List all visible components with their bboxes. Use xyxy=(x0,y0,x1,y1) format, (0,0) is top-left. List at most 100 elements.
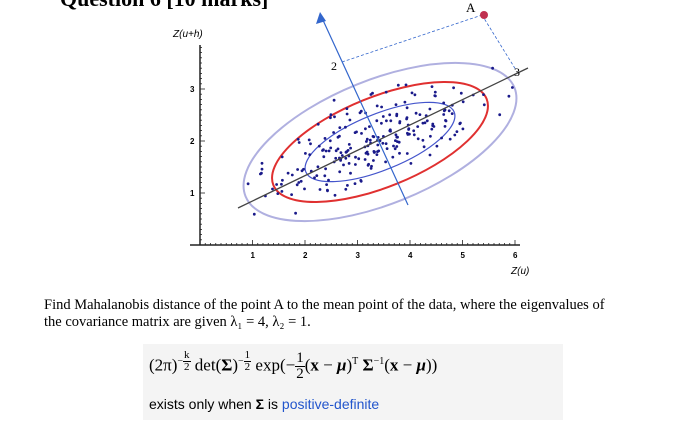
data-point xyxy=(329,116,332,120)
data-point xyxy=(333,193,337,197)
arrowhead xyxy=(316,12,326,24)
data-point xyxy=(369,93,373,96)
data-point xyxy=(296,137,300,141)
data-point xyxy=(328,139,332,143)
data-point xyxy=(395,114,399,118)
data-point xyxy=(409,162,413,165)
axis-label-3: 3 xyxy=(514,65,520,79)
data-point xyxy=(507,94,511,98)
data-point xyxy=(498,113,502,117)
x-tick-label: 3 xyxy=(356,251,361,260)
data-point xyxy=(384,90,388,94)
data-point xyxy=(280,155,284,159)
secondary-axis-arrow xyxy=(321,17,409,206)
data-point xyxy=(353,182,357,186)
data-point xyxy=(307,138,311,142)
data-point xyxy=(380,105,383,109)
data-point xyxy=(444,119,448,123)
data-point xyxy=(260,167,264,171)
data-point xyxy=(290,193,293,197)
data-point xyxy=(339,151,343,155)
data-point xyxy=(357,157,361,161)
data-point xyxy=(316,165,320,169)
data-point xyxy=(412,129,416,133)
data-point xyxy=(367,162,370,166)
data-point xyxy=(394,103,398,106)
data-point xyxy=(333,115,336,119)
data-point xyxy=(396,140,399,144)
data-point xyxy=(322,155,326,159)
data-point xyxy=(297,141,301,144)
data-point xyxy=(259,172,262,176)
data-point xyxy=(332,98,336,102)
note-mid: is xyxy=(267,396,279,412)
data-point xyxy=(491,66,494,70)
data-point xyxy=(407,128,410,131)
data-point xyxy=(340,154,344,157)
data-point xyxy=(326,188,329,192)
data-point xyxy=(375,153,379,157)
data-point xyxy=(412,133,416,137)
data-point xyxy=(295,183,299,187)
data-point xyxy=(329,113,333,117)
formula-box: (2π)− k 2 det(Σ)− 1 2 exp(− 1 2 (x − μ)T Σ−1(x … xyxy=(143,344,563,420)
data-point xyxy=(365,150,369,154)
data-point xyxy=(271,187,274,191)
data-point xyxy=(286,171,290,175)
data-point xyxy=(482,103,486,107)
data-point xyxy=(375,104,379,108)
data-point xyxy=(323,137,327,140)
point-A-label: A xyxy=(466,0,476,15)
question-heading: Question 6 [10 marks] xyxy=(60,0,268,12)
y-axis-label: Z(u+h) xyxy=(172,29,203,40)
x-tick-label: 5 xyxy=(461,251,466,260)
data-point xyxy=(366,152,370,156)
data-point xyxy=(372,159,375,162)
data-point xyxy=(385,119,388,123)
y-tick-label: 2 xyxy=(190,137,195,146)
data-point xyxy=(321,149,324,152)
data-point xyxy=(309,142,312,146)
note-symbol: Σ xyxy=(255,396,265,412)
data-point xyxy=(299,179,303,183)
data-point xyxy=(302,167,305,171)
data-point xyxy=(375,119,379,123)
data-point xyxy=(349,146,352,150)
data-point xyxy=(368,125,371,128)
data-point xyxy=(391,155,395,159)
data-point xyxy=(304,152,307,155)
data-point xyxy=(430,85,434,88)
data-point xyxy=(421,138,425,142)
data-point xyxy=(389,119,393,123)
data-point xyxy=(359,179,363,182)
data-point xyxy=(345,107,349,110)
data-point xyxy=(455,130,459,134)
data-point xyxy=(365,137,369,141)
data-point xyxy=(327,178,330,182)
data-point xyxy=(398,151,401,155)
data-point xyxy=(511,86,514,89)
data-point xyxy=(376,143,380,147)
data-point xyxy=(246,182,250,186)
data-point xyxy=(431,122,435,126)
data-point xyxy=(370,164,373,168)
question-text: Find Mahalanobis distance of the point A… xyxy=(44,297,684,331)
question-line-1: Find Mahalanobis distance of the point A… xyxy=(44,297,605,313)
data-point xyxy=(358,111,362,115)
data-point xyxy=(461,127,465,131)
data-point xyxy=(276,192,280,196)
data-point xyxy=(344,125,347,129)
data-point xyxy=(405,152,409,155)
data-point xyxy=(392,144,395,148)
data-point xyxy=(410,91,414,95)
x-tick-label: 2 xyxy=(303,251,308,260)
data-point xyxy=(395,145,399,148)
data-point xyxy=(448,137,452,141)
data-point xyxy=(354,163,357,166)
data-point xyxy=(324,167,327,171)
data-point xyxy=(388,129,392,133)
data-point xyxy=(421,121,425,125)
data-point xyxy=(303,187,306,191)
data-point xyxy=(368,138,372,142)
data-point xyxy=(461,100,465,104)
